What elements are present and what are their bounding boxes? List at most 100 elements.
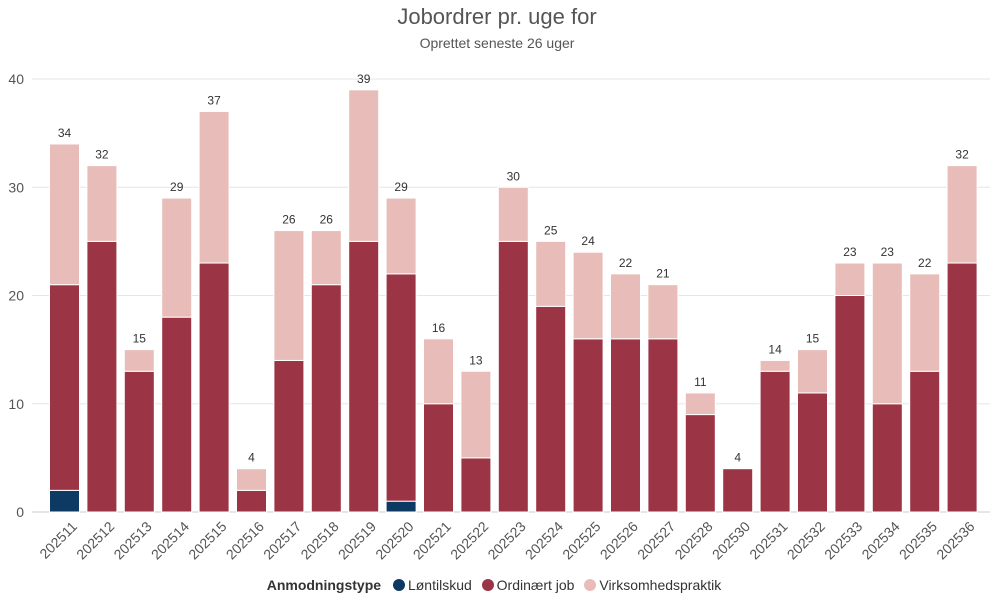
data-label: 39 xyxy=(357,72,371,86)
bar-segment[interactable] xyxy=(610,338,641,513)
bar-segment[interactable] xyxy=(423,338,454,405)
bar-segment[interactable] xyxy=(871,262,903,405)
data-label: 22 xyxy=(619,256,633,270)
bar-segment[interactable] xyxy=(348,89,380,242)
bar-segment[interactable] xyxy=(610,273,641,340)
legend-swatch-lontilskud xyxy=(392,579,405,591)
bar-segment[interactable] xyxy=(385,273,417,502)
x-tick-label: 202532 xyxy=(784,518,828,562)
data-label: 11 xyxy=(694,375,707,389)
data-label: 26 xyxy=(282,213,296,227)
x-tick-label: 202515 xyxy=(185,518,229,562)
x-tick-label: 202526 xyxy=(597,518,641,562)
bar-segment[interactable] xyxy=(273,359,305,513)
data-label: 30 xyxy=(507,169,521,183)
bar-segment[interactable] xyxy=(385,197,417,275)
bar-segment[interactable] xyxy=(460,370,492,459)
data-label: 14 xyxy=(768,342,782,356)
bar-segment[interactable] xyxy=(647,338,679,513)
y-tick-label: 30 xyxy=(8,179,24,195)
bar-segment[interactable] xyxy=(460,457,492,513)
bar-segment[interactable] xyxy=(572,251,604,340)
bar-segment[interactable] xyxy=(123,349,155,372)
data-label: 23 xyxy=(843,245,857,259)
bar-segment[interactable] xyxy=(797,349,828,394)
bar-segment[interactable] xyxy=(909,370,941,513)
bar-segment[interactable] xyxy=(871,403,903,513)
bar-segment[interactable] xyxy=(946,165,978,264)
bar-segment[interactable] xyxy=(834,262,866,296)
bar-segment[interactable] xyxy=(348,240,380,513)
bar-segment[interactable] xyxy=(123,370,155,513)
bar-segment[interactable] xyxy=(909,273,941,372)
x-tick-label: 202524 xyxy=(522,518,566,562)
bar-segment[interactable] xyxy=(759,370,791,513)
bar-segment[interactable] xyxy=(236,468,267,491)
data-label: 4 xyxy=(248,451,255,465)
bar-segment[interactable] xyxy=(797,392,828,513)
x-tick-label: 202521 xyxy=(410,518,454,562)
bar-segment[interactable] xyxy=(535,240,567,307)
y-tick-label: 40 xyxy=(8,71,24,87)
x-tick-label: 202517 xyxy=(260,518,304,562)
data-label: 16 xyxy=(432,321,446,335)
data-label: 21 xyxy=(656,267,670,281)
data-label: 24 xyxy=(581,234,595,248)
data-label: 23 xyxy=(881,245,895,259)
data-label: 29 xyxy=(394,180,408,194)
bar-segment[interactable] xyxy=(198,110,230,264)
bar-segment[interactable] xyxy=(198,262,230,513)
legend-item-ordinaert-job[interactable]: Ordinært job xyxy=(481,577,574,593)
x-tick-label: 202523 xyxy=(484,518,528,562)
legend-label-lontilskud: Løntilskud xyxy=(407,577,472,593)
legend-item-lontilskud[interactable]: Løntilskud xyxy=(392,577,472,593)
bar-segment[interactable] xyxy=(385,500,417,513)
data-label: 22 xyxy=(918,256,932,270)
bar-segment[interactable] xyxy=(86,240,118,513)
x-tick-label: 202531 xyxy=(746,518,790,562)
bar-segment[interactable] xyxy=(684,392,716,416)
bar-segment[interactable] xyxy=(310,230,342,286)
legend-label-virksomhedspraktik: Virksomhedspraktik xyxy=(599,577,722,593)
bar-segment[interactable] xyxy=(423,403,454,513)
x-tick-label: 202512 xyxy=(73,518,117,562)
bar-segment[interactable] xyxy=(49,143,80,286)
bar-segment[interactable] xyxy=(86,165,118,242)
bar-segment[interactable] xyxy=(572,338,604,513)
bar-segment[interactable] xyxy=(759,359,791,372)
bar-segment[interactable] xyxy=(49,489,80,513)
data-label: 34 xyxy=(58,126,72,140)
data-label: 15 xyxy=(133,332,147,346)
bar-segment[interactable] xyxy=(946,262,978,513)
bar-segment[interactable] xyxy=(834,295,866,513)
legend-swatch-ordinaert-job xyxy=(481,579,494,591)
bar-segment[interactable] xyxy=(684,414,716,513)
chart-subtitle: Oprettet seneste 26 uger xyxy=(419,35,575,51)
bar-segment[interactable] xyxy=(161,316,193,513)
x-tick-label: 202511 xyxy=(36,518,80,562)
x-tick-label: 202528 xyxy=(671,518,715,562)
bar-segment[interactable] xyxy=(535,305,567,513)
x-tick-label: 202527 xyxy=(634,518,678,562)
x-tick-label: 202513 xyxy=(110,518,154,562)
data-label: 25 xyxy=(544,223,558,237)
x-tick-label: 202514 xyxy=(148,518,192,562)
bar-segment[interactable] xyxy=(310,284,342,513)
x-tick-label: 202533 xyxy=(821,518,865,562)
bar-segment[interactable] xyxy=(722,468,754,513)
chart-title: Jobordrer pr. uge for xyxy=(397,4,597,29)
bar-segment[interactable] xyxy=(161,197,193,318)
bar-segment[interactable] xyxy=(497,186,529,242)
bar-segment[interactable] xyxy=(236,489,267,513)
legend-item-virksomhedspraktik[interactable]: Virksomhedspraktik xyxy=(584,577,721,593)
x-tick-label: 202518 xyxy=(297,518,341,562)
x-tick-label: 202530 xyxy=(709,518,753,562)
bar-segment[interactable] xyxy=(647,284,679,340)
bar-segment[interactable] xyxy=(497,240,529,513)
data-label: 29 xyxy=(170,180,184,194)
bar-segment[interactable] xyxy=(49,284,80,491)
x-tick-label: 202520 xyxy=(372,518,416,562)
bar-segment[interactable] xyxy=(273,230,305,361)
data-label: 13 xyxy=(469,353,483,367)
